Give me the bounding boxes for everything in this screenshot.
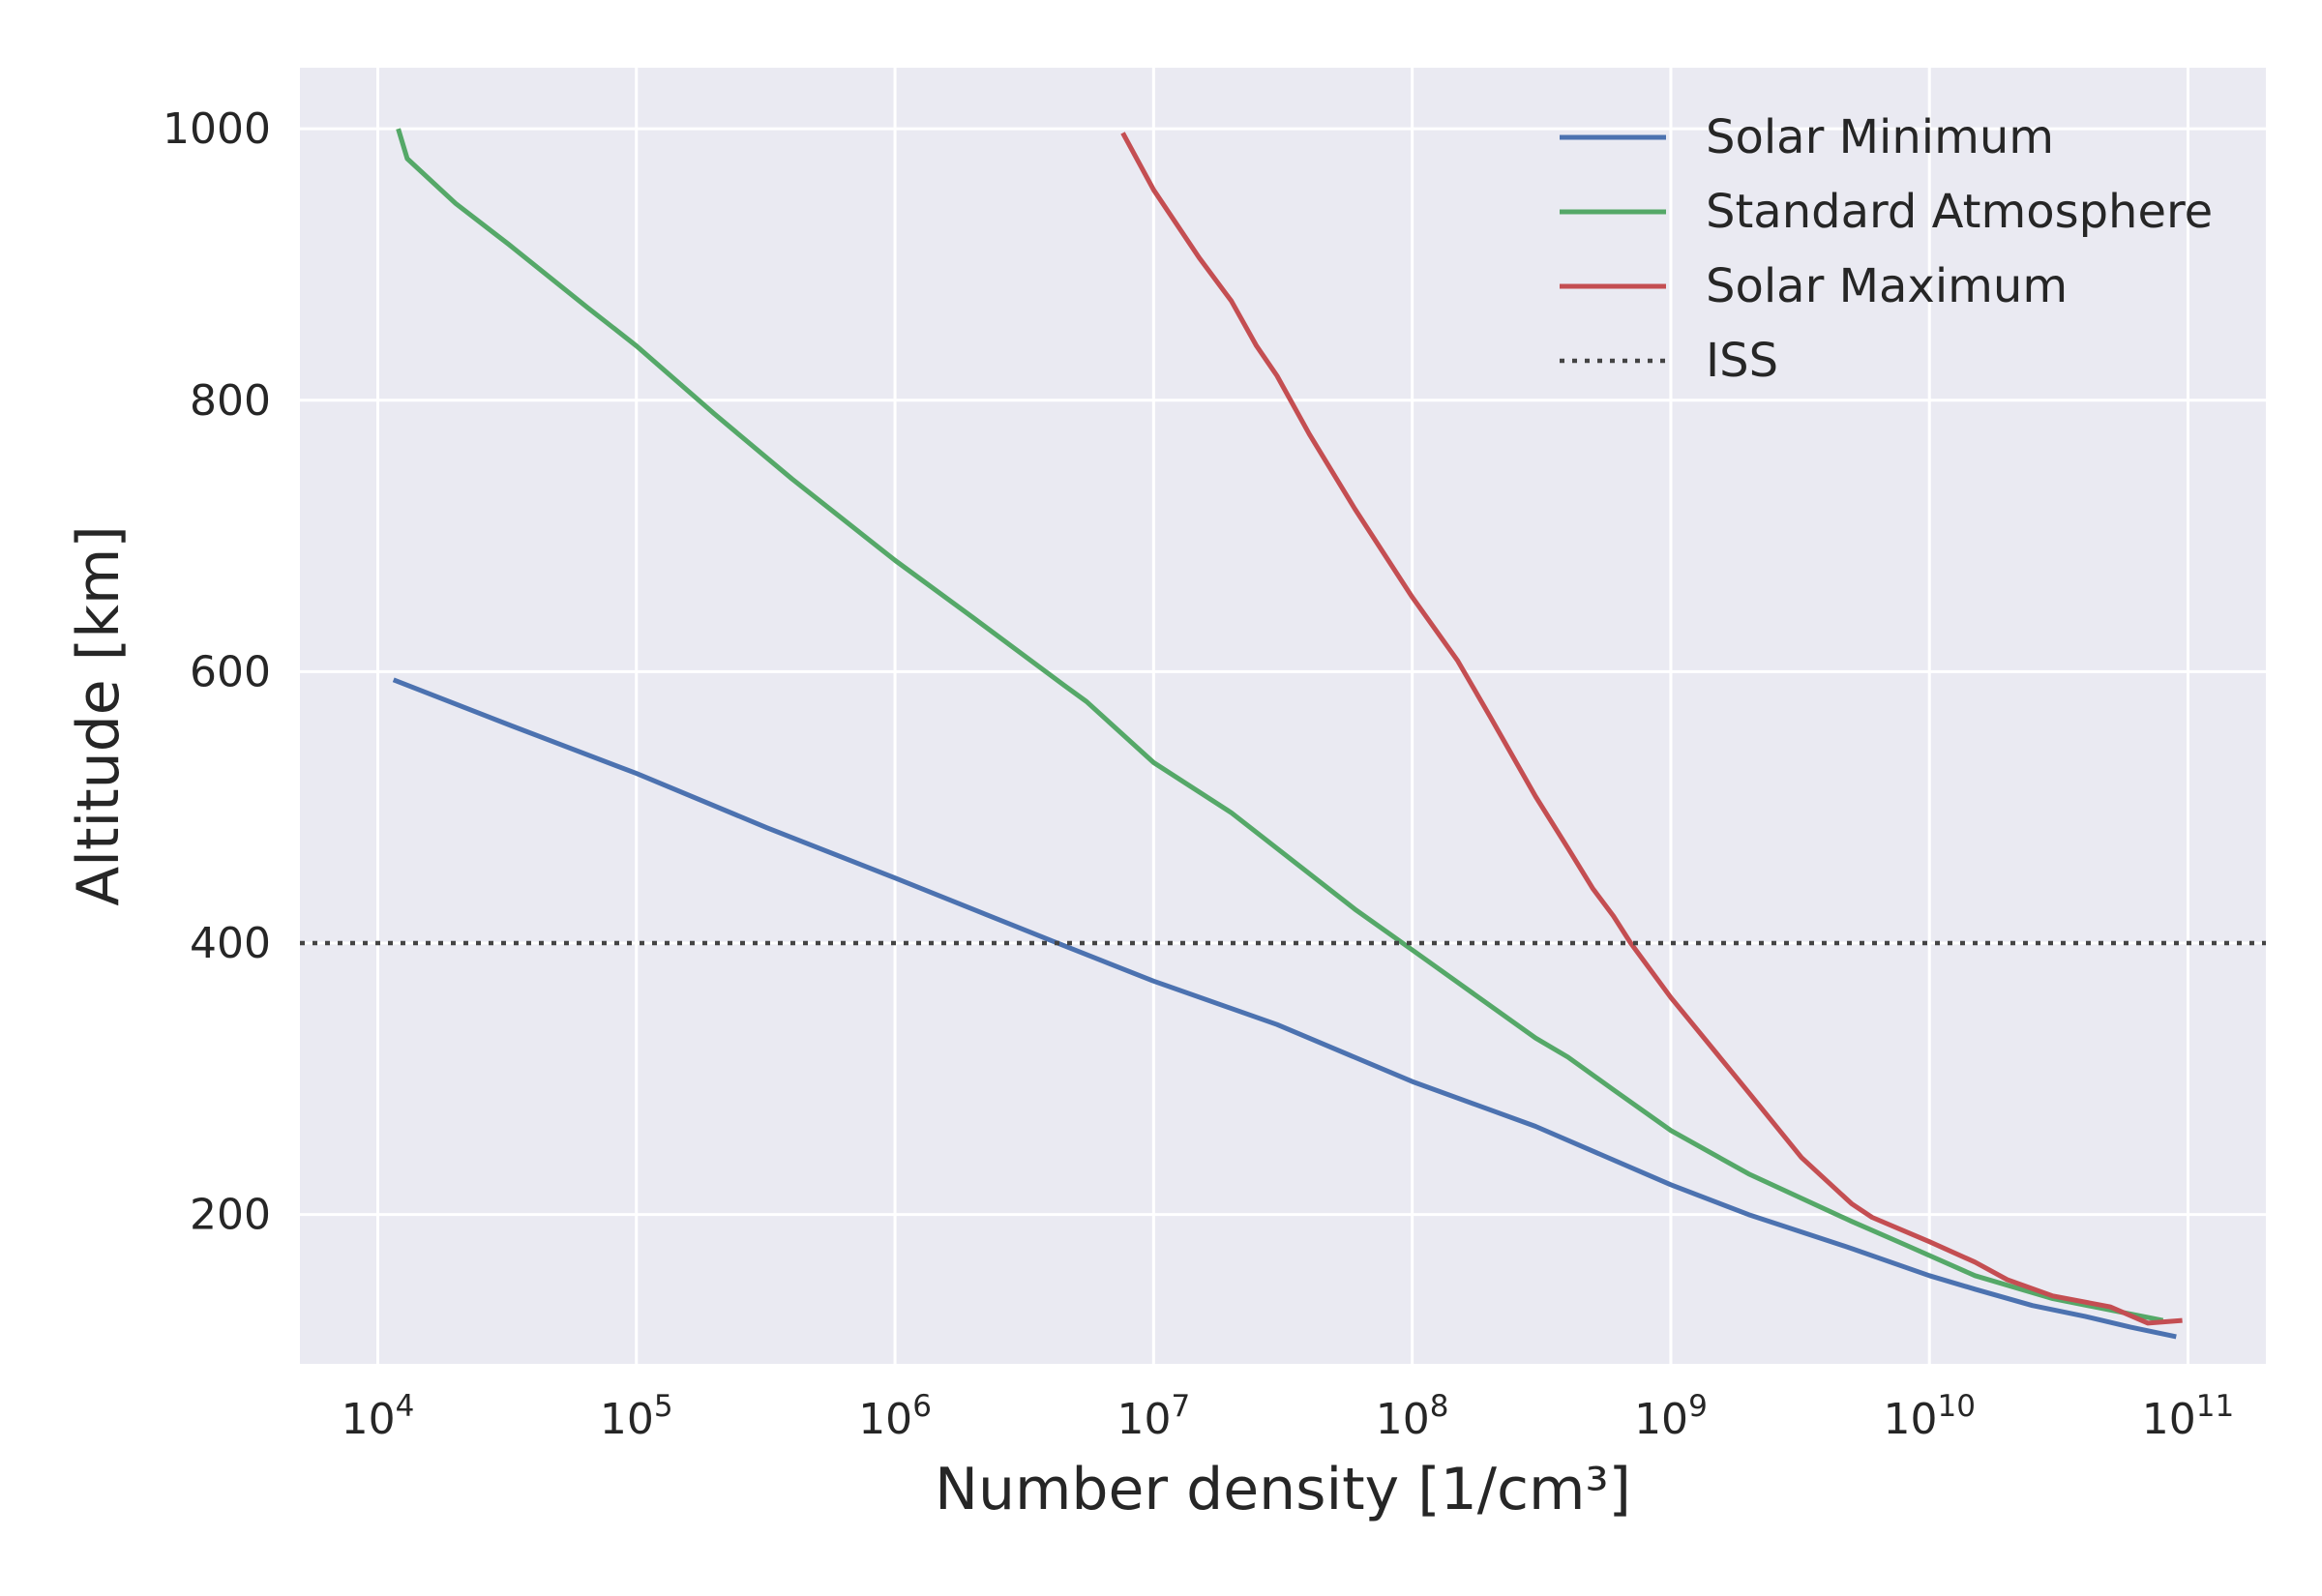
legend-label: Solar Maximum <box>1706 259 2068 313</box>
y-tick-label: 400 <box>190 919 271 968</box>
x-tick-label: 107 <box>1116 1389 1190 1444</box>
series-line-solar-minimum <box>392 677 2177 1340</box>
x-tick-exponent: 4 <box>396 1389 415 1424</box>
x-tick-label: 109 <box>1634 1389 1708 1444</box>
x-tick-exponent: 5 <box>654 1389 673 1424</box>
y-tick-labels: 200 400 600 800 1000 <box>163 104 271 1240</box>
plot-area <box>300 68 2266 1364</box>
x-tick-label: 106 <box>858 1389 932 1444</box>
x-tick-exponent: 11 <box>2196 1389 2234 1424</box>
x-tick-base: 10 <box>1376 1395 1430 1444</box>
legend-label: Solar Minimum <box>1706 110 2054 164</box>
x-tick-label: 104 <box>342 1389 415 1444</box>
y-tick-label: 600 <box>190 647 271 696</box>
x-tick-exponent: 9 <box>1688 1389 1708 1424</box>
x-tick-label: 108 <box>1376 1389 1449 1444</box>
x-tick-exponent: 10 <box>1938 1389 1976 1424</box>
legend-label: ISS <box>1706 334 1778 388</box>
x-tick-exponent: 7 <box>1171 1389 1190 1424</box>
grid <box>300 68 2266 1364</box>
y-tick-label: 1000 <box>163 104 271 154</box>
x-tick-label: 105 <box>600 1389 673 1444</box>
x-tick-exponent: 6 <box>912 1389 932 1424</box>
x-tick-exponent: 8 <box>1430 1389 1449 1424</box>
y-axis-label: Altitude [km] <box>65 525 133 906</box>
x-axis-label: Number density [1/cm³] <box>935 1456 1631 1523</box>
x-tick-base: 10 <box>1884 1395 1938 1444</box>
x-tick-base: 10 <box>600 1395 654 1444</box>
series-group <box>300 128 2266 1340</box>
x-tick-base: 10 <box>858 1395 912 1444</box>
x-tick-label: 1011 <box>2142 1389 2234 1444</box>
x-tick-base: 10 <box>1116 1395 1171 1444</box>
legend-label: Standard Atmosphere <box>1706 185 2213 239</box>
series-line-standard-atmosphere <box>396 128 2164 1323</box>
x-tick-base: 10 <box>1634 1395 1688 1444</box>
y-tick-label: 800 <box>190 376 271 426</box>
x-tick-label: 1010 <box>1884 1389 1976 1444</box>
x-tick-base: 10 <box>342 1395 396 1444</box>
legend: Solar Minimum Standard Atmosphere Solar Ma… <box>1560 110 2213 388</box>
y-tick-label: 200 <box>190 1191 271 1240</box>
x-tick-base: 10 <box>2142 1395 2196 1444</box>
series-line-solar-maximum <box>1120 132 2183 1326</box>
x-tick-labels: 104 105 106 107 108 109 1010 1011 <box>342 1389 2235 1444</box>
